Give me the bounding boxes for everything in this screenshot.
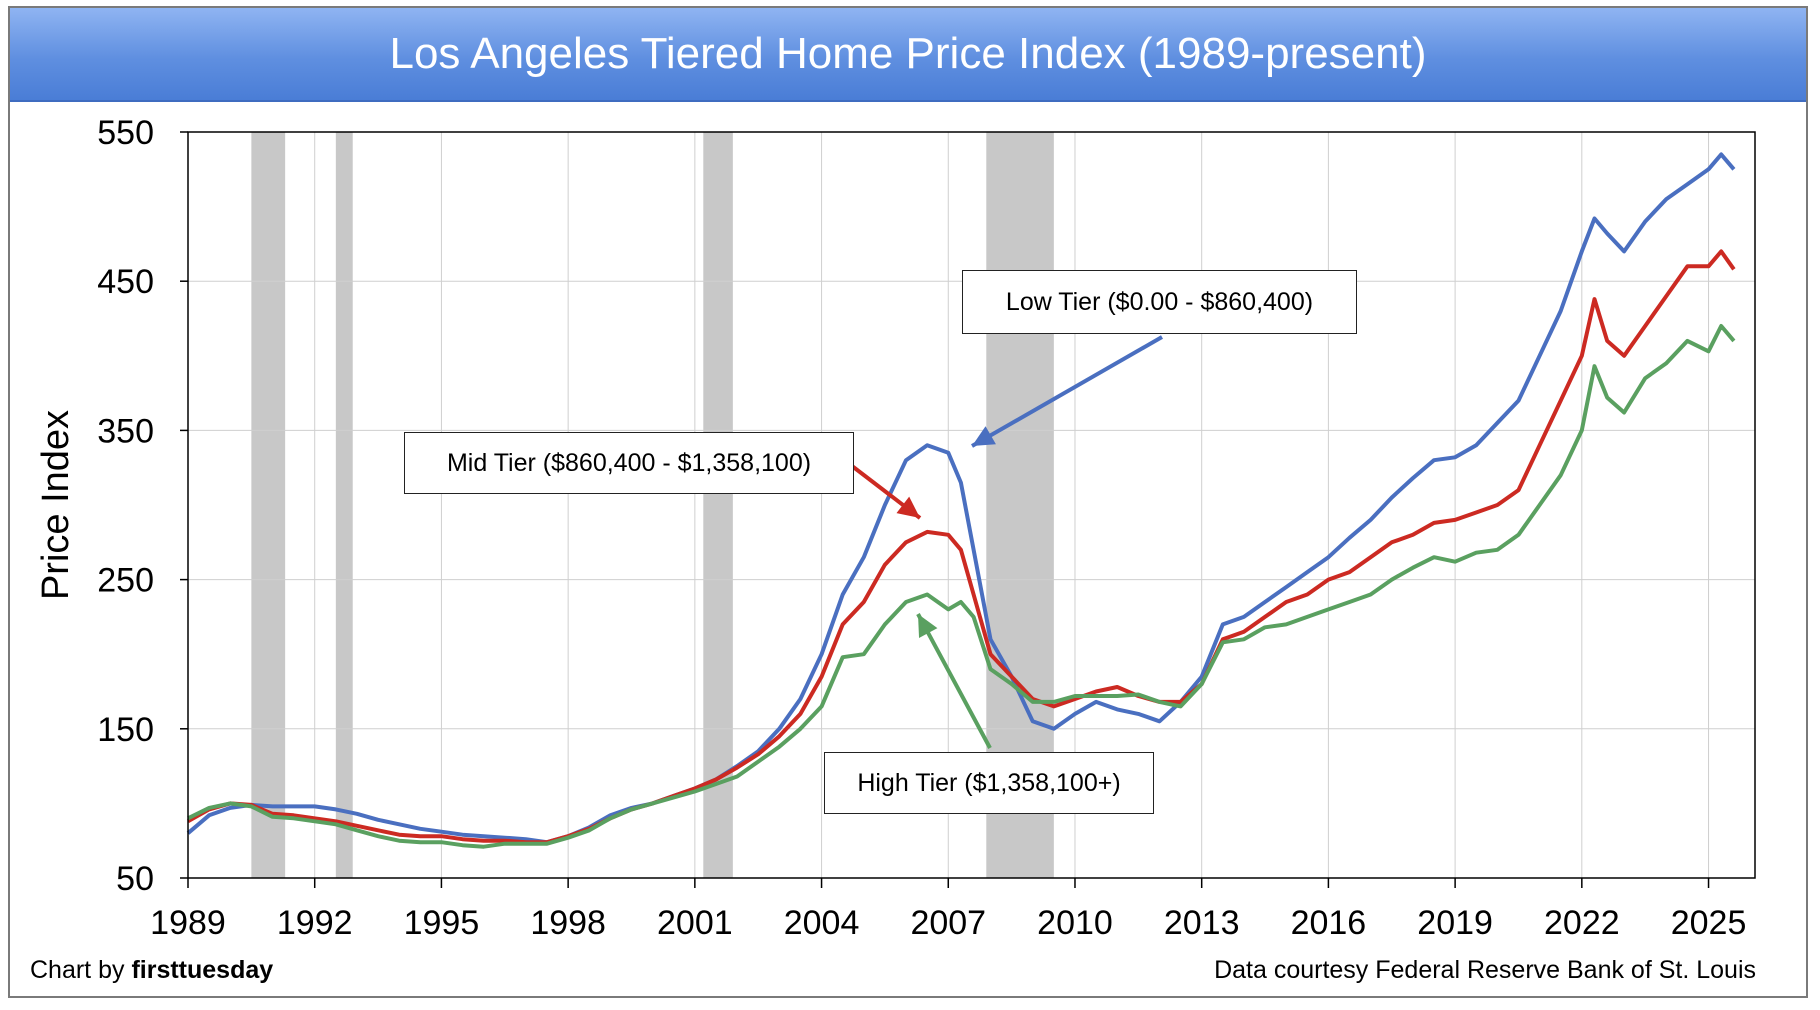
- x-tick-label-2022: 2022: [1544, 904, 1620, 942]
- x-tick-label-2019: 2019: [1417, 904, 1493, 942]
- plot-area-border: [187, 131, 1756, 879]
- series-lines: [186, 152, 1736, 849]
- x-tick-label-2010: 2010: [1037, 904, 1113, 942]
- arrow-low-tier-shaft: [971, 335, 1163, 448]
- x-tick-label-2004: 2004: [784, 904, 860, 942]
- x-tick-label-1995: 1995: [404, 904, 480, 942]
- arrow-low-tier-head: [972, 426, 996, 446]
- annotation-arrows: [850, 335, 1163, 749]
- callout-mid-tier: Mid Tier ($860,400 - $1,358,100): [404, 432, 854, 494]
- series-line-1: [187, 249, 1736, 845]
- credit-prefix: Chart by: [30, 956, 132, 984]
- arrow-mid-tier-head: [896, 496, 920, 518]
- x-tick-label-1989: 1989: [150, 904, 226, 942]
- y-tick-label-550: 550: [97, 114, 154, 152]
- x-tick-label-1998: 1998: [530, 904, 606, 942]
- arrow-mid-tier: [850, 464, 922, 520]
- arrow-high-tier: [916, 613, 992, 749]
- chart-credit: Chart by firsttuesday: [30, 956, 273, 985]
- y-tick-label-350: 350: [97, 412, 154, 450]
- series-line-0: [186, 152, 1736, 845]
- axes: 50 150 250 350 450 550 1989 1992 1995 1998 2001 200…: [97, 114, 1756, 942]
- chart-title: Los Angeles Tiered Home Price Index (198…: [389, 29, 1427, 78]
- x-tick-label-2013: 2013: [1164, 904, 1240, 942]
- recession-band-2: [703, 132, 733, 878]
- x-tick-label-2016: 2016: [1291, 904, 1367, 942]
- recession-band-1: [335, 132, 353, 878]
- series-line-2: [187, 324, 1736, 849]
- callout-high-tier: High Tier ($1,358,100+): [824, 752, 1154, 814]
- arrow-high-tier-shaft: [916, 613, 992, 749]
- x-tick-label-2001: 2001: [657, 904, 733, 942]
- data-source: Data courtesy Federal Reserve Bank of St…: [1214, 956, 1756, 984]
- arrow-low-tier: [971, 335, 1163, 448]
- credit-brand: firsttuesday: [131, 956, 274, 984]
- x-tick-label-2007: 2007: [910, 904, 986, 942]
- callout-low-tier: Low Tier ($0.00 - $860,400): [962, 270, 1357, 334]
- y-tick-label-250: 250: [97, 562, 154, 600]
- recession-band-0: [251, 132, 286, 878]
- y-axis-label: Price Index: [35, 410, 77, 600]
- title-banner: [10, 8, 1806, 102]
- y-tick-label-450: 450: [97, 263, 154, 301]
- x-tick-label-1992: 1992: [277, 904, 353, 942]
- y-tick-label-150: 150: [97, 711, 154, 749]
- x-tick-label-2025: 2025: [1671, 904, 1747, 942]
- y-tick-label-50: 50: [116, 860, 154, 898]
- arrow-high-tier-head: [918, 614, 938, 638]
